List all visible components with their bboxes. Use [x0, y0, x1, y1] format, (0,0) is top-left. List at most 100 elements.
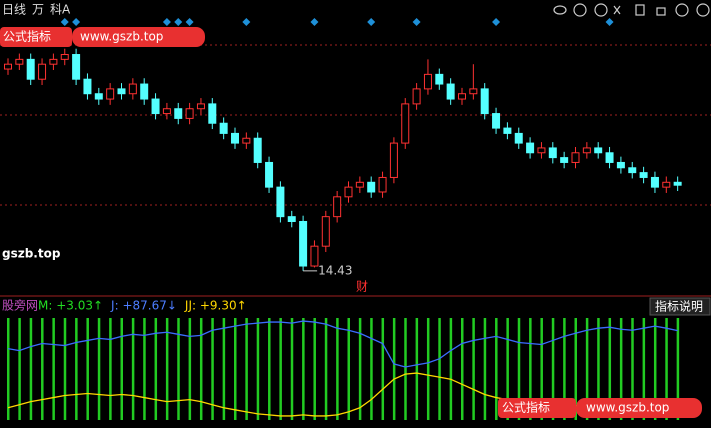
bar [29, 318, 33, 420]
help-button[interactable] [649, 297, 711, 316]
candle-body [616, 161, 625, 169]
candle-body [15, 58, 24, 65]
bar [211, 318, 214, 420]
bar [551, 318, 555, 420]
bar [7, 318, 10, 420]
candle-body [333, 196, 342, 218]
candle-body [231, 132, 239, 144]
candle-body [594, 147, 603, 154]
candle-body [639, 172, 648, 178]
url-box [576, 398, 702, 418]
candle-body [401, 103, 410, 144]
bar [370, 318, 373, 420]
bar [426, 318, 430, 420]
candle-body [469, 88, 478, 95]
candle-body [72, 54, 81, 80]
signal [162, 18, 171, 26]
badge [498, 398, 576, 418]
bar [52, 318, 55, 420]
bar [75, 318, 78, 420]
candle-body [321, 216, 330, 247]
toolbar-icons[interactable] [553, 3, 710, 17]
bar [290, 318, 294, 420]
candle-body [151, 98, 160, 115]
legend-entry: J: +87.67↓ [110, 299, 177, 313]
bar [540, 318, 543, 420]
bar [165, 318, 169, 420]
legend-entry: JJ: +9.30↑ [184, 299, 247, 313]
bar [461, 318, 464, 420]
candle-body [378, 176, 387, 193]
candle-body [435, 73, 444, 85]
low-label: 14.43 [318, 263, 352, 277]
bar [302, 318, 305, 420]
candle-body [49, 58, 58, 65]
candle-body [38, 63, 47, 80]
candle-body [265, 161, 274, 188]
badge-text: 公式指标 [3, 29, 51, 44]
bar [188, 318, 192, 420]
candle-body [582, 147, 591, 154]
candle-body [423, 73, 432, 90]
bar [619, 318, 623, 420]
signal [492, 18, 501, 26]
bar [86, 318, 89, 420]
bar [245, 318, 248, 420]
bar [631, 318, 634, 420]
signal [367, 18, 376, 26]
candle-body [412, 88, 421, 105]
bar [563, 318, 566, 420]
bar [324, 318, 328, 420]
bar [279, 318, 282, 420]
signal [310, 18, 319, 26]
bar [268, 318, 271, 420]
bar [120, 318, 123, 420]
signal [242, 18, 251, 26]
bar [313, 318, 316, 420]
badge-text: 公式指标 [502, 400, 550, 415]
bar [222, 318, 226, 420]
unit[interactable]: 万 [32, 3, 44, 17]
candle-body [196, 103, 205, 110]
bar [665, 318, 668, 420]
series-line [7, 320, 678, 368]
signal [412, 18, 421, 26]
candle-body [253, 137, 262, 163]
url-text: www.gszb.top [80, 30, 163, 44]
bar [143, 318, 146, 420]
bar [415, 318, 419, 420]
period[interactable]: 日线 [2, 3, 26, 17]
candle-body [162, 108, 171, 115]
candle-body [60, 54, 69, 60]
bar [449, 318, 453, 420]
bar [392, 318, 396, 420]
candle-body [480, 88, 489, 115]
bar [653, 318, 657, 420]
candle-body [242, 137, 251, 144]
bar [109, 318, 112, 420]
indicator-title: 股旁网 [2, 298, 38, 313]
candle-body [389, 142, 398, 178]
candle-body [219, 122, 228, 134]
candle-body [128, 83, 137, 95]
signal [185, 18, 194, 26]
bar [358, 318, 362, 420]
candle-body [355, 181, 364, 188]
bar [517, 318, 521, 420]
bar [438, 318, 441, 420]
candle-body [650, 176, 659, 188]
bar [256, 318, 260, 420]
url-box [72, 27, 205, 47]
signal [605, 18, 614, 26]
help-text[interactable]: 指标说明 [655, 299, 703, 314]
candle-body [310, 245, 319, 267]
bar [574, 318, 577, 420]
candle-body [106, 88, 115, 100]
candle-body [185, 108, 194, 119]
bar [404, 318, 407, 420]
bar [506, 318, 509, 420]
bar [199, 318, 203, 420]
bar [585, 318, 589, 420]
candle-body [492, 113, 501, 129]
